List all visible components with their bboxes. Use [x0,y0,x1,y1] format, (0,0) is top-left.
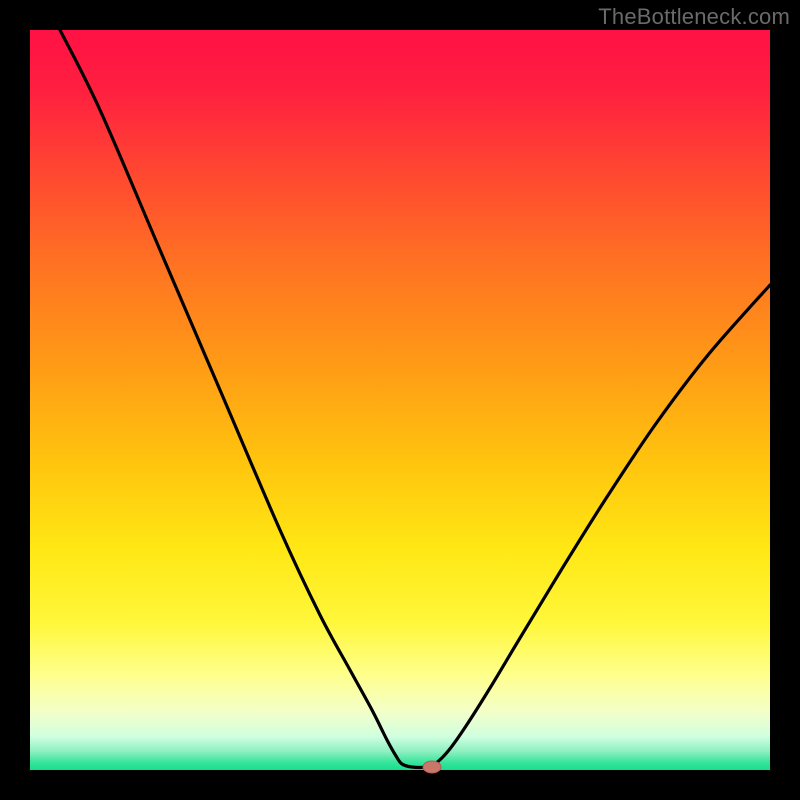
watermark-text: TheBottleneck.com [598,4,790,30]
plot-background [30,30,770,770]
bottleneck-chart [0,0,800,800]
optimum-marker [423,761,441,773]
chart-stage: TheBottleneck.com [0,0,800,800]
